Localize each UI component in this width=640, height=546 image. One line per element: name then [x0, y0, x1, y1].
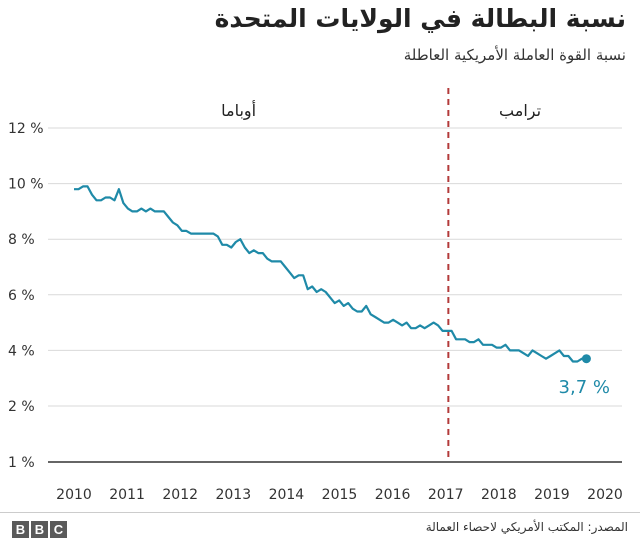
x-tick-label: 2012	[162, 487, 198, 503]
footer-divider	[0, 512, 640, 513]
x-tick-label: 2016	[375, 487, 411, 503]
x-tick-label: 2011	[109, 487, 145, 503]
bbc-logo-letter: B	[12, 521, 29, 538]
y-tick-label: 1 %	[8, 455, 35, 471]
x-tick-label: 2020	[587, 487, 623, 503]
x-tick-label: 2018	[481, 487, 517, 503]
chart-title: نسبة البطالة في الولايات المتحدة	[214, 4, 626, 33]
y-tick-label: 2 %	[8, 399, 35, 415]
source-note: المصدر: المكتب الأمريكي لاحصاء العمالة	[425, 520, 628, 534]
bbc-logo-letter: B	[31, 521, 48, 538]
x-tick-label: 2010	[56, 487, 92, 503]
chart-subtitle: نسبة القوة العاملة الأمريكية العاطلة	[403, 46, 626, 64]
bbc-logo: B B C	[12, 521, 67, 538]
x-tick-label: 2013	[215, 487, 251, 503]
x-tick-label: 2017	[428, 487, 464, 503]
unemployment-rate-line	[74, 185, 587, 363]
bbc-logo-letter: C	[50, 521, 67, 538]
y-tick-label: 6 %	[8, 288, 35, 304]
period-label: ترامب	[499, 101, 541, 121]
y-tick-label: 10 %	[8, 177, 44, 193]
x-tick-label: 2015	[322, 487, 358, 503]
y-tick-label: 4 %	[8, 343, 35, 359]
period-label: أوباما	[221, 100, 256, 121]
latest-value-label: 3,7 %	[559, 377, 610, 398]
x-tick-label: 2019	[534, 487, 570, 503]
unemployment-chart: 1 % 2 % 4 % 6 % 8 % 10 % 12 % 2010 2011 2012 2013 2…	[8, 88, 623, 503]
x-tick-label: 2014	[269, 487, 305, 503]
y-tick-label: 12 %	[8, 121, 44, 137]
latest-value-point	[581, 354, 591, 364]
y-tick-label: 8 %	[8, 232, 35, 248]
